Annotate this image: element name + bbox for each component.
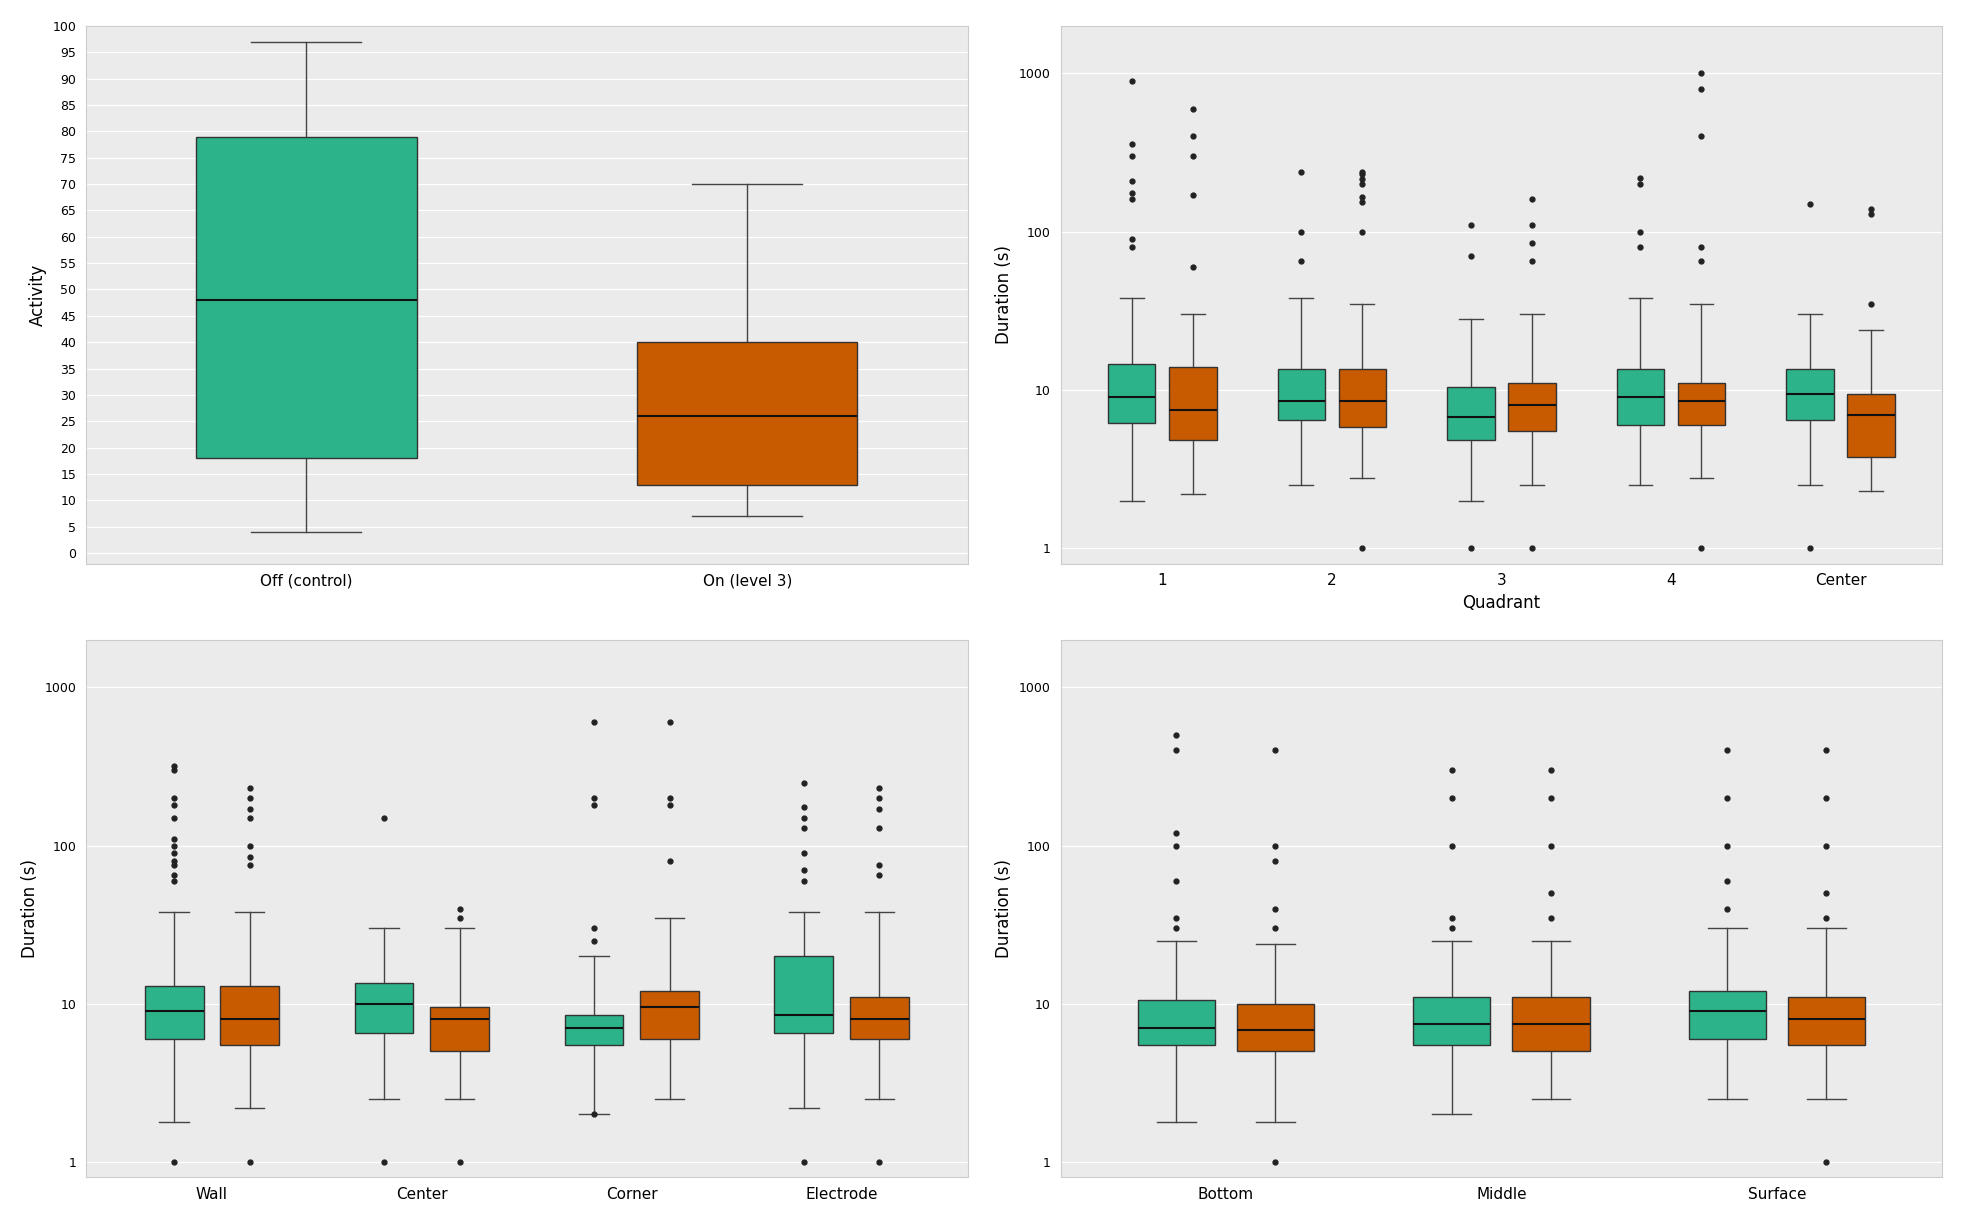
PathPatch shape — [220, 986, 279, 1044]
PathPatch shape — [1139, 1000, 1215, 1044]
PathPatch shape — [1170, 367, 1217, 440]
Y-axis label: Activity: Activity — [29, 264, 47, 325]
PathPatch shape — [1847, 394, 1894, 456]
PathPatch shape — [145, 986, 204, 1040]
PathPatch shape — [640, 992, 699, 1040]
PathPatch shape — [1786, 369, 1833, 419]
PathPatch shape — [1107, 364, 1156, 423]
PathPatch shape — [565, 1015, 624, 1044]
Y-axis label: Duration (s): Duration (s) — [22, 859, 39, 958]
PathPatch shape — [355, 983, 414, 1033]
PathPatch shape — [775, 956, 832, 1033]
PathPatch shape — [1413, 997, 1490, 1044]
PathPatch shape — [1678, 384, 1725, 426]
Y-axis label: Duration (s): Duration (s) — [995, 859, 1013, 958]
PathPatch shape — [1278, 369, 1325, 419]
PathPatch shape — [1512, 997, 1590, 1052]
PathPatch shape — [430, 1008, 489, 1052]
PathPatch shape — [1339, 369, 1386, 428]
X-axis label: Quadrant: Quadrant — [1462, 594, 1541, 612]
PathPatch shape — [1688, 992, 1767, 1040]
PathPatch shape — [196, 137, 416, 459]
PathPatch shape — [1447, 386, 1494, 440]
PathPatch shape — [1508, 384, 1555, 430]
PathPatch shape — [1788, 997, 1865, 1044]
Y-axis label: Duration (s): Duration (s) — [995, 246, 1013, 344]
PathPatch shape — [1237, 1004, 1313, 1052]
PathPatch shape — [1618, 369, 1665, 426]
PathPatch shape — [638, 342, 858, 484]
PathPatch shape — [850, 997, 909, 1040]
